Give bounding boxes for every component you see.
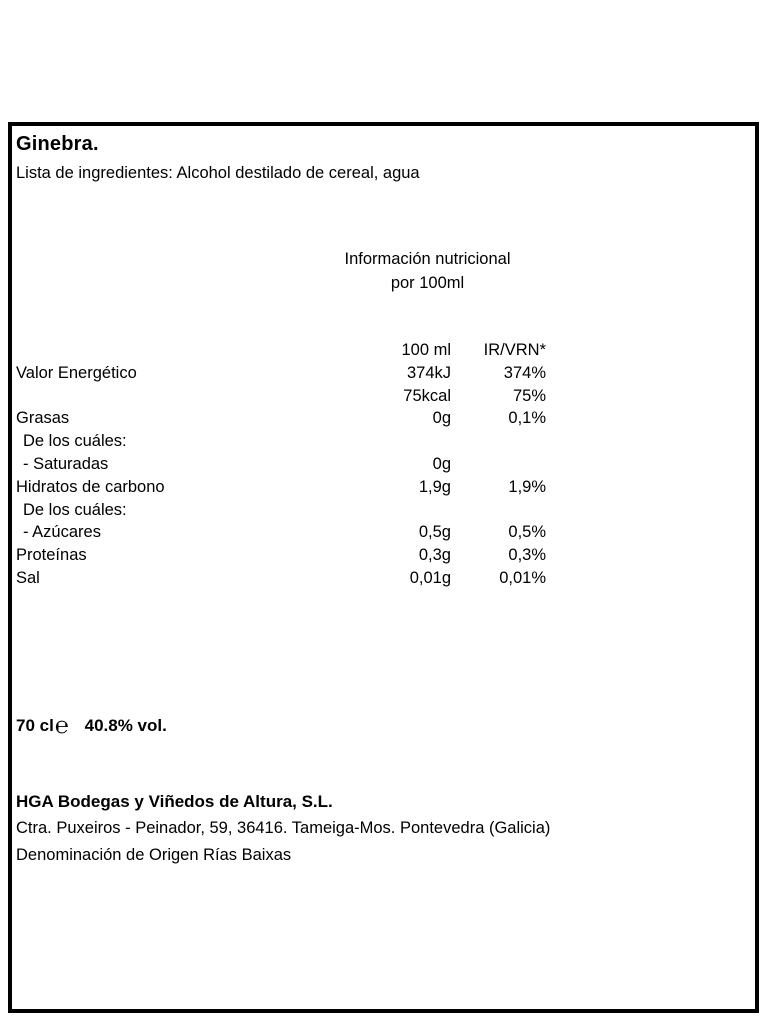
table-row-saturates: - Saturadas 0g [16,453,546,476]
row-amount: 1,9g [418,477,451,496]
row-amount: 0g [432,454,451,473]
nutrition-heading: Información nutricional por 100ml [104,247,751,295]
column-header-blank [16,339,341,362]
row-amount [341,499,451,522]
nutrition-heading-line2: por 100ml [390,274,465,292]
ingredients-text: Lista de ingredientes: Alcohol destilado… [16,164,420,182]
row-ri: 374% [503,363,546,382]
table-row-sugars: - Azúcares 0,5g 0,5% [16,521,546,544]
row-amount: 374kJ [406,363,451,382]
table-row-carbohydrates: Hidratos de carbono 1,9g 1,9% [16,476,546,499]
nutrition-table-header-row: 100 ml IR/VRN* [16,339,546,362]
volume-text: 70 cl [16,715,54,735]
row-label: - Azúcares [23,523,101,542]
row-ri [451,453,546,476]
table-row-energy: Valor Energético 374kJ 374% [16,362,546,385]
table-row-of-which-carbs: De los cuáles: [16,499,546,522]
nutrition-table: 100 ml IR/VRN* Valor Energético 374kJ 37… [16,339,546,590]
row-ri: 0,01% [499,568,546,587]
row-label: De los cuáles: [23,432,127,451]
row-amount: 0,01g [409,568,451,587]
row-ri: 0,1% [508,409,546,428]
abv-text: 40.8% vol. [84,715,167,735]
row-amount: 0g [432,409,451,428]
row-amount: 75kcal [403,386,451,405]
row-label: - Saturadas [23,454,109,473]
row-ri: 0,3% [508,546,546,565]
row-label: Proteínas [16,546,87,565]
row-amount: 0,5g [418,523,451,542]
table-row-salt: Sal 0,01g 0,01% [16,567,546,590]
table-row-fat: Grasas 0g 0,1% [16,407,546,430]
column-header-amount: 100 ml [401,341,451,359]
row-label [16,385,341,408]
row-label: Sal [16,568,40,587]
nutrition-heading-line1: Información nutricional [344,250,511,268]
product-label-box: Ginebra. Lista de ingredientes: Alcohol … [8,122,759,1013]
origin-text: Denominación de Origen Rías Baixas [16,845,292,864]
column-header-ri: IR/VRN* [483,341,546,359]
producer-name: HGA Bodegas y Viñedos de Altura, S.L. [16,791,333,811]
row-ri: 1,9% [508,477,546,496]
table-row-energy-kcal: 75kcal 75% [16,385,546,408]
row-label: Hidratos de carbono [16,477,165,496]
row-label: De los cuáles: [23,500,127,519]
row-ri [451,499,546,522]
row-amount: 0,3g [418,546,451,565]
producer-block: HGA Bodegas y Viñedos de Altura, S.L. Ct… [16,788,751,869]
producer-address: Ctra. Puxeiros - Peinador, 59, 36416. Ta… [16,818,551,837]
product-title: Ginebra. [16,133,99,155]
row-amount [341,430,451,453]
estimated-sign-icon: ℮ [54,711,69,738]
table-row-of-which-fat: De los cuáles: [16,430,546,453]
volume-statement: 70 cl ℮ 40.8% vol. [16,711,751,738]
table-row-protein: Proteínas 0,3g 0,3% [16,544,546,567]
row-ri: 75% [512,386,546,405]
row-ri: 0,5% [508,523,546,542]
row-ri [451,430,546,453]
row-label: Valor Energético [16,363,137,382]
row-label: Grasas [16,409,70,428]
